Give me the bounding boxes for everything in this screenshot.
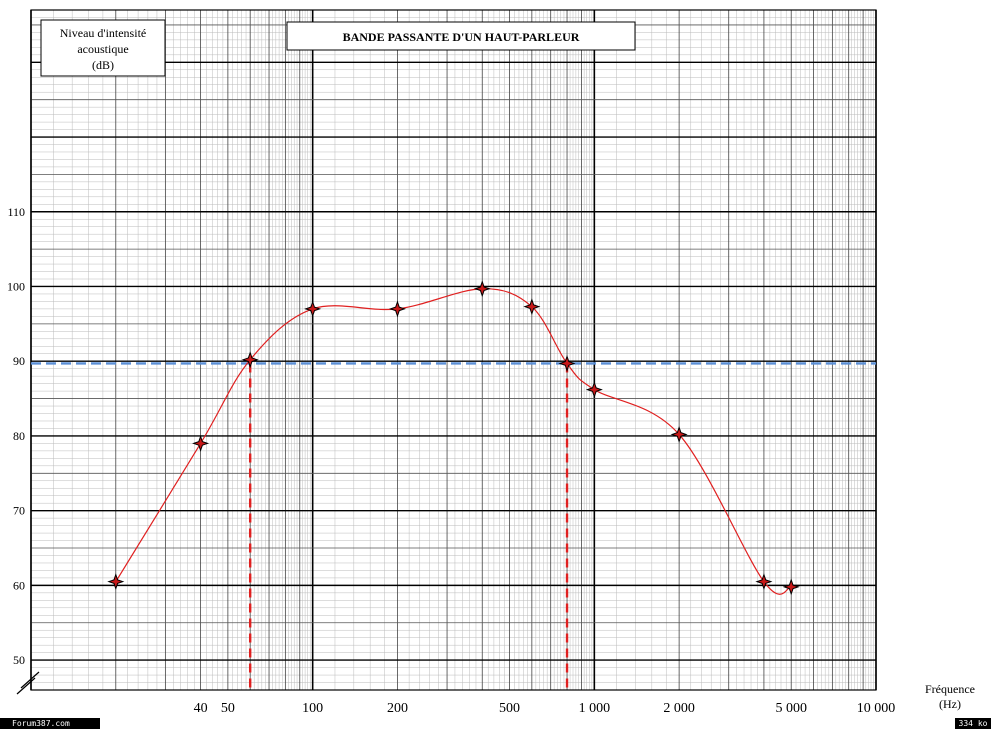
data-point-marker <box>782 578 800 596</box>
title-box: BANDE PASSANTE D'UN HAUT-PARLEUR <box>286 21 636 51</box>
data-point-marker <box>107 573 125 591</box>
data-point-marker <box>241 351 259 369</box>
ylabel-line-1: Niveau d'intensité <box>60 26 146 40</box>
data-point-star <box>523 298 541 316</box>
y-tick-label: 100 <box>7 279 25 293</box>
data-point-marker <box>304 300 322 318</box>
data-point-marker <box>558 354 576 372</box>
footer-site-label: Forum387.com <box>0 718 100 729</box>
data-point-marker <box>192 434 210 452</box>
y-tick-label: 80 <box>13 429 25 443</box>
data-point-marker <box>523 298 541 316</box>
data-point-star <box>473 280 491 298</box>
data-point-star <box>388 300 406 318</box>
xlabel-line-2: (Hz) <box>939 697 961 711</box>
data-point-marker <box>388 300 406 318</box>
ylabel-line-3: (dB) <box>92 58 114 72</box>
break-line-1 <box>20 671 40 689</box>
break-line-2 <box>16 677 36 695</box>
x-tick-label: 40 <box>194 701 208 716</box>
x-tick-label: 200 <box>387 701 408 716</box>
series-line-1 <box>115 288 792 595</box>
xlabel-line-1: Fréquence <box>925 682 975 696</box>
y-tick-label: 90 <box>13 354 25 368</box>
reference-lines <box>31 362 876 690</box>
ylabel-line-2: acoustique <box>77 42 128 56</box>
data-point-star <box>304 300 322 318</box>
tick-labels: 50 60 70 80 90 100 110 40 50 100 200 500 1 000 2 000 5… <box>7 205 895 716</box>
x-tick-label: 2 000 <box>663 701 695 716</box>
data-point-star <box>670 425 688 443</box>
data-point-marker <box>670 425 688 443</box>
data-point-marker <box>473 280 491 298</box>
y-tick-label: 70 <box>13 504 25 518</box>
x-tick-label: 1 000 <box>579 701 611 716</box>
x-tick-label: 50 <box>221 701 235 716</box>
data-point-marker <box>755 573 773 591</box>
footer-size-label: 334 ko <box>955 718 991 729</box>
data-point-star <box>755 573 773 591</box>
x-tick-label: 100 <box>302 701 323 716</box>
y-tick-label: 110 <box>7 205 25 219</box>
x-tick-label: 5 000 <box>775 701 807 716</box>
y-tick-label: 50 <box>13 653 25 667</box>
series <box>115 288 792 595</box>
data-point-star <box>241 351 259 369</box>
axis-break-mark <box>16 671 40 695</box>
x-tick-label: 500 <box>499 701 520 716</box>
data-point-star <box>192 434 210 452</box>
data-point-star <box>107 573 125 591</box>
data-point-marker <box>585 381 603 399</box>
data-point-star <box>782 578 800 596</box>
grid-minor <box>31 9 876 690</box>
data-point-star <box>585 381 603 399</box>
markers <box>107 280 800 596</box>
data-point-star <box>558 354 576 372</box>
x-tick-label: 10 000 <box>857 701 896 716</box>
y-tick-label: 60 <box>13 578 25 592</box>
plot-background <box>31 10 876 690</box>
plot-frame <box>30 9 877 691</box>
ylabel-box: Niveau d'intensité acoustique (dB) <box>40 19 166 77</box>
chart-title: BANDE PASSANTE D'UN HAUT-PARLEUR <box>343 30 580 44</box>
